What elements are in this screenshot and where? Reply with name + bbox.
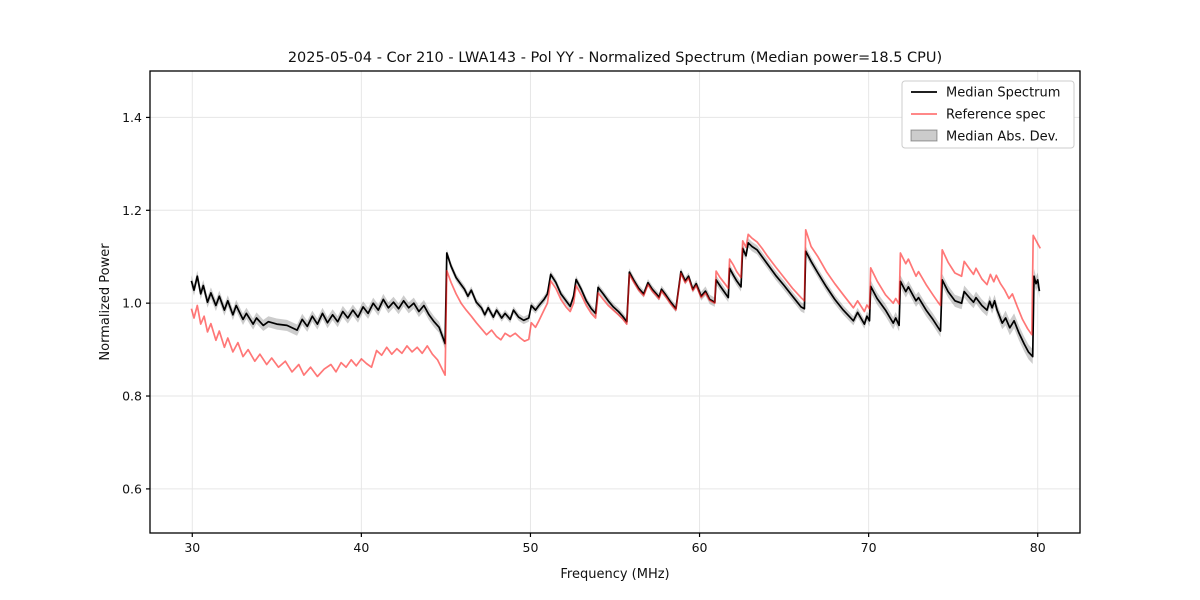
x-tick-label: 80 [1030,540,1046,555]
plot-title: 2025-05-04 - Cor 210 - LWA143 - Pol YY -… [288,50,942,66]
axes-border [149,70,1081,534]
y-tick-label: 0.8 [122,389,142,404]
legend-patch-median-abs-dev [910,129,938,142]
x-tick-label: 50 [523,540,539,555]
y-tick-label: 1.0 [122,296,142,311]
reference-spec-line [190,228,1042,378]
legend-label-median-spectrum: Median Spectrum [946,86,1060,101]
legend-label-reference-spec: Reference spec [946,108,1046,123]
x-tick-label: 70 [861,540,877,555]
y-axis-label: Normalized Power [98,243,113,361]
axis-ticks: 30 40 50 60 70 80 0.6 0.8 1.0 1.2 1.4 [122,110,1046,555]
x-tick-label: 40 [353,540,369,555]
x-axis-label: Frequency (MHz) [560,567,669,582]
x-tick-label: 30 [184,540,200,555]
legend: Median Spectrum Reference spec Median Ab… [901,80,1075,149]
y-tick-label: 1.4 [122,110,142,125]
legend-box [901,80,1075,149]
legend-label-median-abs-dev: Median Abs. Dev. [946,130,1058,145]
y-tick-label: 1.2 [122,203,142,218]
y-tick-label: 0.6 [122,481,142,496]
x-tick-label: 60 [692,540,708,555]
median-abs-dev-band [191,238,1040,364]
data-series [190,228,1042,378]
